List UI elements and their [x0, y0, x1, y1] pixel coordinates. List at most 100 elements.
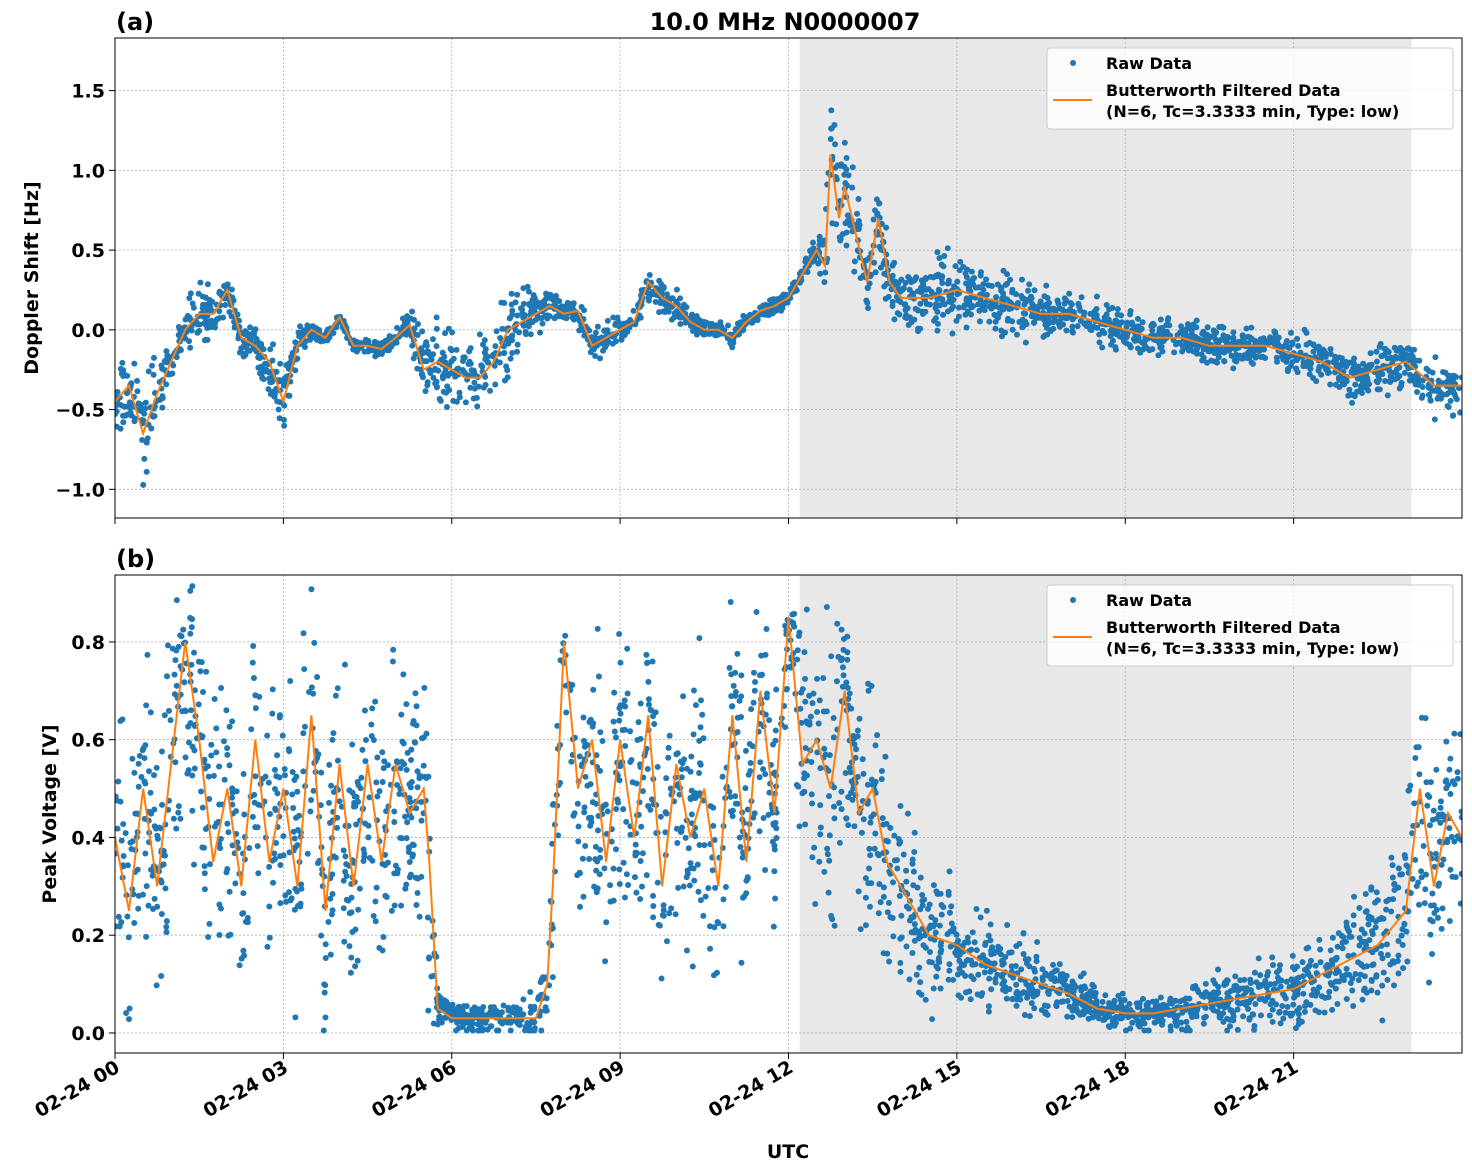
raw-data-point [890, 273, 896, 279]
raw-data-point [146, 768, 152, 774]
raw-data-point [918, 875, 924, 881]
raw-data-point [1402, 855, 1408, 861]
raw-data-point [1415, 879, 1421, 885]
raw-data-point [753, 609, 759, 615]
raw-data-point [250, 643, 256, 649]
raw-data-point [1449, 834, 1455, 840]
raw-data-point [1346, 387, 1352, 393]
raw-data-point [508, 356, 514, 362]
y-tick-label: 1.0 [71, 160, 105, 182]
raw-data-point [142, 850, 148, 856]
raw-data-point [674, 840, 680, 846]
raw-data-point [252, 327, 258, 333]
raw-data-point [374, 794, 380, 800]
raw-data-point [863, 895, 869, 901]
raw-data-point [241, 812, 247, 818]
raw-data-point [986, 1009, 992, 1015]
raw-data-point [991, 312, 997, 318]
raw-data-point [892, 278, 898, 284]
raw-data-point [1100, 1017, 1106, 1023]
panel-label-b: (b) [116, 545, 155, 573]
y-axis-label-a: Doppler Shift [Hz] [21, 181, 43, 374]
raw-data-point [503, 363, 509, 369]
raw-data-point [276, 407, 282, 413]
raw-data-point [471, 380, 477, 386]
raw-data-point [530, 297, 536, 303]
raw-data-point [227, 889, 233, 895]
raw-data-point [624, 871, 630, 877]
raw-data-point [1026, 281, 1032, 287]
raw-data-point [1303, 359, 1309, 365]
raw-data-point [844, 657, 850, 663]
raw-data-point [973, 906, 979, 912]
raw-data-point [373, 918, 379, 924]
raw-data-point [179, 633, 185, 639]
raw-data-point [829, 125, 835, 131]
raw-data-point [970, 929, 976, 935]
raw-data-point [782, 724, 788, 730]
x-tick-label: 02-24 09 [536, 1056, 628, 1122]
raw-data-point [1391, 369, 1397, 375]
raw-data-point [250, 660, 256, 666]
raw-data-point [580, 856, 586, 862]
raw-data-point [203, 669, 209, 675]
raw-data-point [1340, 940, 1346, 946]
raw-data-point [208, 753, 214, 759]
raw-data-point [882, 754, 888, 760]
raw-data-point [1351, 356, 1357, 362]
raw-data-point [1371, 961, 1377, 967]
legend-filtered-label: Butterworth Filtered Data [1106, 81, 1341, 100]
raw-data-point [832, 141, 838, 147]
raw-data-point [759, 672, 765, 678]
raw-data-point [1348, 934, 1354, 940]
raw-data-point [667, 733, 673, 739]
raw-data-point [969, 962, 975, 968]
raw-data-point [690, 315, 696, 321]
raw-data-point [478, 1025, 484, 1031]
raw-data-point [701, 319, 707, 325]
raw-data-point [1445, 390, 1451, 396]
raw-data-point [163, 924, 169, 930]
raw-data-point [1361, 987, 1367, 993]
raw-data-point [189, 624, 195, 630]
raw-data-point [965, 935, 971, 941]
raw-data-point [1241, 977, 1247, 983]
raw-data-point [617, 660, 623, 666]
raw-data-point [300, 329, 306, 335]
raw-data-point [302, 344, 308, 350]
raw-data-point [350, 790, 356, 796]
raw-data-point [148, 709, 154, 715]
raw-data-point [952, 263, 958, 269]
raw-data-point [737, 698, 743, 704]
raw-data-point [1285, 1004, 1291, 1010]
raw-data-point [1115, 306, 1121, 312]
raw-data-point [403, 701, 409, 707]
raw-data-point [414, 722, 420, 728]
raw-data-point [988, 921, 994, 927]
raw-data-point [1023, 299, 1029, 305]
raw-data-point [840, 664, 846, 670]
raw-data-point [528, 331, 534, 337]
raw-data-point [1395, 953, 1401, 959]
raw-data-point [711, 924, 717, 930]
raw-data-point [1168, 1028, 1174, 1034]
raw-data-point [762, 867, 768, 873]
raw-data-point [835, 162, 841, 168]
raw-data-point [1439, 862, 1445, 868]
raw-data-point [409, 343, 415, 349]
raw-data-point [581, 738, 587, 744]
raw-data-point [1310, 375, 1316, 381]
raw-data-point [737, 844, 743, 850]
raw-data-point [398, 712, 404, 718]
raw-data-point [747, 768, 753, 774]
raw-data-point [1290, 1002, 1296, 1008]
raw-data-point [311, 640, 317, 646]
raw-data-point [197, 280, 203, 286]
raw-data-point [871, 811, 877, 817]
raw-data-point [1458, 901, 1464, 907]
raw-data-point [1027, 1013, 1033, 1019]
raw-data-point [1373, 972, 1379, 978]
raw-data-point [832, 923, 838, 929]
raw-data-point [1020, 324, 1026, 330]
raw-data-point [435, 368, 441, 374]
